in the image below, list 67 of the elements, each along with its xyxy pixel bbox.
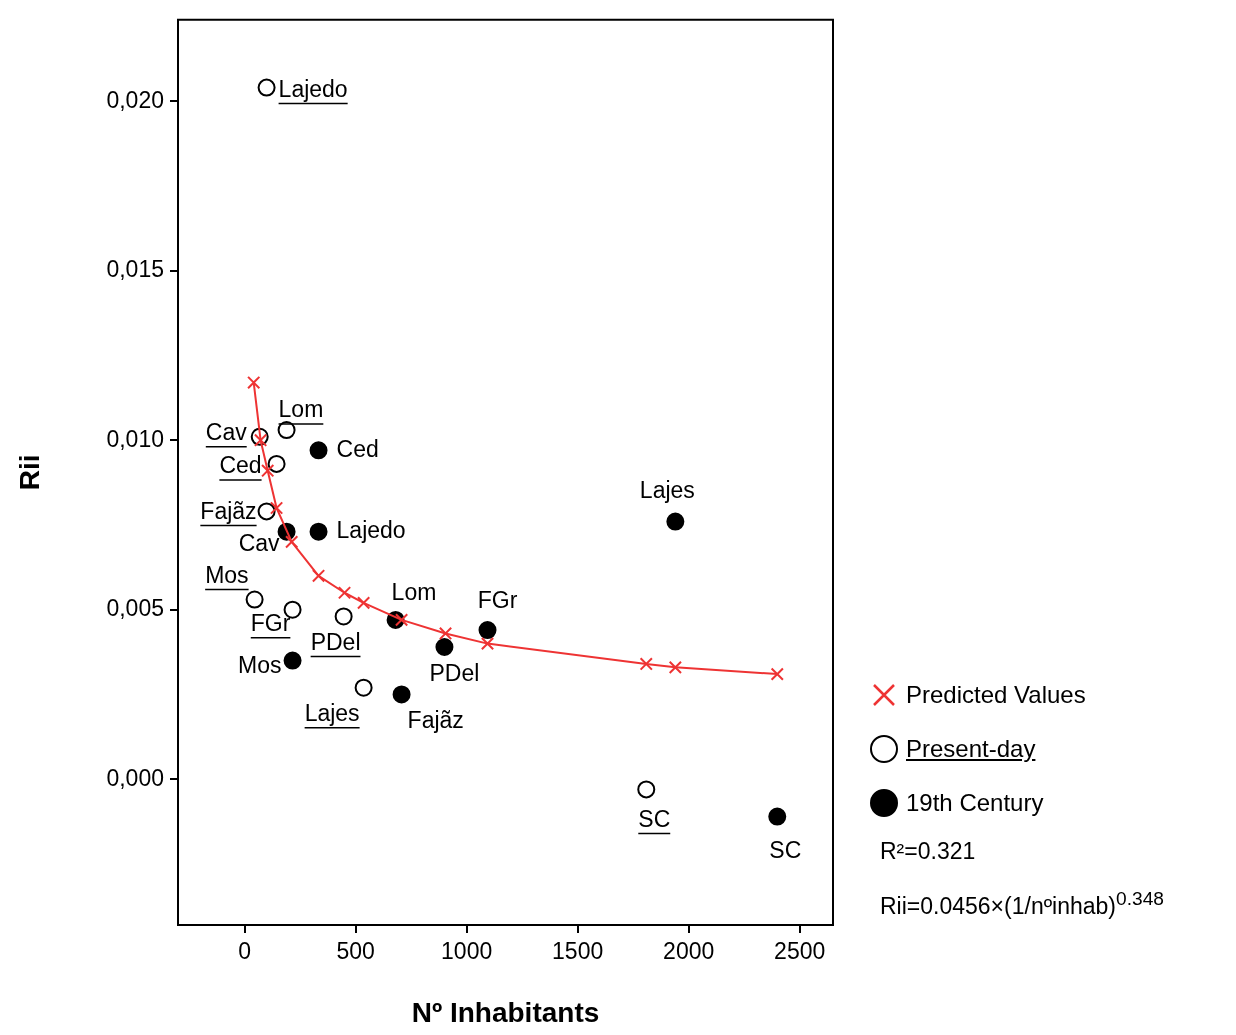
point	[334, 607, 353, 626]
legend-label: 19th Century	[906, 789, 1044, 817]
x-axis-title: Nº Inhabitants	[411, 996, 600, 1028]
y-tick-label: 0,010	[106, 425, 164, 452]
point	[261, 464, 275, 478]
point	[639, 657, 653, 671]
data-label: Cav	[238, 530, 281, 557]
legend-label: Predicted Values	[906, 681, 1086, 709]
point	[637, 780, 656, 799]
data-label: Ced	[219, 452, 262, 479]
point	[283, 651, 302, 670]
point	[309, 522, 328, 541]
point	[285, 535, 299, 549]
point	[309, 441, 328, 460]
point	[668, 660, 683, 674]
point	[768, 807, 787, 826]
x-tick-label: 500	[336, 938, 375, 965]
data-label: SC	[769, 836, 802, 863]
point	[478, 621, 497, 640]
data-label: Lajedo	[336, 517, 406, 544]
point	[245, 590, 264, 609]
data-label: Cav	[205, 419, 248, 446]
point	[356, 596, 371, 610]
data-label: Lajedo	[278, 75, 348, 102]
data-label: PDel	[310, 628, 361, 655]
y-tick-label: 0,005	[106, 595, 164, 622]
point	[337, 586, 352, 600]
y-tick-label: 0,015	[106, 256, 164, 283]
point	[392, 685, 411, 704]
data-label: Lom	[391, 579, 437, 606]
point	[269, 501, 284, 515]
point	[267, 454, 286, 473]
y-tick-label: 0,020	[106, 86, 164, 113]
point	[247, 375, 261, 390]
point	[311, 569, 326, 583]
data-label: FGr	[250, 610, 291, 637]
data-label: Mos	[205, 561, 249, 588]
y-tick-label: 0,000	[106, 764, 164, 791]
point	[257, 502, 276, 521]
data-label: SC	[638, 805, 671, 832]
text: Rii=0.0456×(1/nºinhab)$^{0.348}$	[880, 888, 1164, 921]
x-tick-label: 1000	[441, 938, 493, 965]
data-label: Mos	[238, 651, 282, 678]
point	[435, 638, 454, 656]
point	[480, 636, 495, 651]
data-label: FGr	[477, 587, 518, 614]
point	[770, 667, 784, 681]
point	[394, 613, 409, 627]
legend-label: Present-day	[906, 735, 1036, 763]
x-tick-label: 0	[238, 938, 252, 965]
data-label: Ced	[336, 435, 379, 462]
x-tick-label: 1500	[552, 938, 604, 965]
data-label: PDel	[429, 660, 480, 687]
data-label: Fajãz	[407, 706, 464, 733]
x-tick-label: 2000	[663, 938, 715, 965]
data-label: Lajes	[639, 476, 695, 503]
point	[666, 512, 685, 531]
x-tick-label: 2500	[774, 938, 826, 965]
point	[438, 626, 453, 641]
data-label: Fajãz	[200, 497, 257, 524]
y-axis-title: Rii	[13, 454, 45, 491]
point	[257, 78, 276, 97]
data-label: Lajes	[304, 700, 360, 727]
data-label: Lom	[278, 396, 324, 423]
text: R²=0.321	[880, 838, 977, 866]
point	[253, 433, 268, 447]
point	[354, 678, 373, 697]
